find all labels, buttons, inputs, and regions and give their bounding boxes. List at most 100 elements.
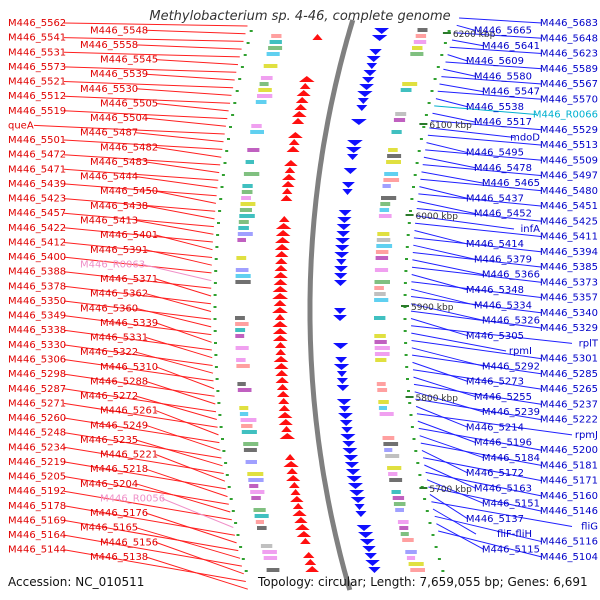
ring-dot — [440, 54, 444, 56]
forward-strand-gene — [295, 524, 310, 530]
leader-line — [63, 51, 240, 58]
forward-strand-gene — [274, 342, 287, 348]
reverse-strand-gene — [339, 406, 351, 412]
feature-block — [260, 544, 273, 548]
ring-dot — [231, 510, 235, 512]
leader-line — [421, 171, 485, 184]
ring-dot — [214, 354, 218, 356]
ring-dot — [407, 222, 411, 224]
gene-label: M446_5237 — [540, 399, 598, 410]
leader-line — [412, 259, 485, 276]
gene-label: M446_5235 — [80, 435, 138, 446]
ring-dot — [223, 162, 227, 164]
leader-line — [155, 410, 219, 436]
gene-label: M446_5234 — [8, 442, 66, 453]
feature-block — [247, 148, 260, 152]
leader-line — [63, 256, 212, 274]
forward-strand-gene — [272, 286, 288, 292]
reverse-strand-gene — [358, 532, 374, 538]
ring-dot — [423, 498, 427, 500]
leader-line — [415, 222, 543, 238]
forward-strand-gene — [282, 174, 296, 180]
gene-label: M446_5348 — [466, 285, 524, 296]
gene-label: M446_5288 — [90, 376, 148, 387]
gene-label: M446_5339 — [100, 318, 158, 329]
gene-label: M446_5165 — [80, 523, 138, 534]
forward-strand-gene — [274, 363, 289, 369]
forward-strand-gene — [285, 454, 296, 460]
gene-label: M446_5205 — [8, 472, 66, 483]
feature-block — [397, 520, 409, 524]
forward-strand-gene — [273, 279, 288, 285]
gene-label: M446_5272 — [80, 391, 138, 402]
gene-label: M446_5414 — [466, 239, 524, 250]
forward-strand-gene — [272, 293, 289, 299]
leader-line — [135, 307, 212, 328]
leader-line — [155, 278, 212, 297]
feature-block — [402, 82, 418, 86]
reverse-strand-gene — [342, 182, 355, 188]
leader-line — [63, 81, 234, 89]
gene-label: rpmJ — [575, 430, 598, 441]
feature-block — [382, 184, 391, 188]
feature-block — [237, 238, 246, 242]
leader-line — [429, 493, 469, 520]
leader-line — [456, 24, 477, 32]
ring-dot — [213, 294, 217, 296]
forward-strand-gene — [275, 349, 286, 355]
forward-strand-gene — [279, 433, 296, 439]
feature-block — [236, 358, 246, 362]
leader-line — [426, 479, 485, 505]
ring-dot — [213, 306, 217, 308]
leader-line — [155, 234, 213, 251]
ring-dot — [443, 42, 447, 44]
gene-label: M446_5425 — [540, 216, 598, 227]
leader-line — [135, 44, 242, 50]
leader-line — [155, 322, 212, 343]
feature-block — [375, 250, 389, 254]
leader-line — [412, 361, 469, 382]
kbp-tick-label: 5700 kbp — [429, 485, 472, 495]
reverse-strand-gene — [366, 56, 381, 62]
feature-block — [378, 400, 389, 404]
gene-label: fliF-fliH — [497, 529, 532, 540]
gene-label: M446_5331 — [90, 333, 148, 344]
gene-label: M446_5172 — [466, 468, 524, 479]
feature-block — [271, 34, 282, 38]
gene-label: M446_5144 — [8, 545, 66, 556]
feature-block — [376, 382, 386, 386]
reverse-strand-gene — [333, 364, 350, 370]
reverse-strand-gene — [356, 105, 368, 111]
feature-block — [384, 172, 399, 176]
reverse-strand-gene — [336, 231, 350, 237]
leader-line — [426, 142, 469, 154]
ring-dot — [229, 498, 233, 500]
reverse-strand-gene — [336, 224, 351, 230]
gene-label: M446_5248 — [8, 428, 66, 439]
leader-line — [439, 83, 485, 93]
gene-label: queA — [8, 120, 34, 131]
ring-dot — [238, 78, 242, 80]
genome-backbone — [307, 19, 356, 591]
leader-line — [63, 402, 218, 428]
ring-dot — [406, 378, 409, 380]
gene-label: M446_R0066 — [533, 110, 598, 121]
forward-strand-gene — [273, 356, 289, 362]
feature-block — [237, 232, 253, 236]
gene-label: M446_5512 — [8, 91, 66, 102]
feature-block — [374, 334, 386, 338]
reverse-strand-gene — [343, 168, 358, 174]
forward-strand-gene — [281, 426, 292, 432]
feature-block — [250, 490, 265, 494]
reverse-strand-gene — [338, 210, 352, 216]
gene-label: M446_5151 — [482, 499, 540, 510]
gene-label: M446_5218 — [90, 464, 148, 475]
leader-line — [135, 132, 224, 143]
leader-line — [449, 46, 543, 54]
forward-strand-gene — [288, 132, 303, 138]
ring-dot — [227, 138, 230, 140]
leader-line — [413, 376, 477, 398]
feature-block — [250, 130, 264, 134]
kbp-tick-label: 6200 kbp — [453, 30, 496, 40]
